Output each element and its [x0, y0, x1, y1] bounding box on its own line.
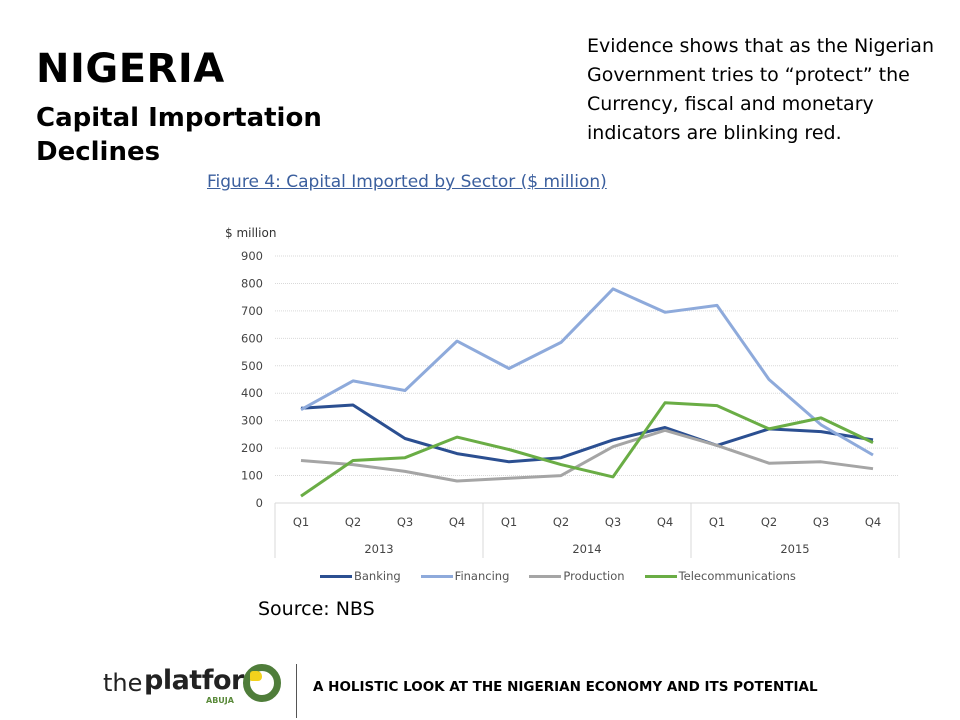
legend-item-financing: Financing [420, 569, 510, 583]
chart-legend: Banking Financing Production Telecommunicat… [320, 569, 796, 583]
nigeria-map-icon [250, 671, 262, 681]
x-axis: Q1 Q2 Q3 Q4 Q1 Q2 Q3 Q4 Q1 Q2 Q3 Q4 2013 2014 2015 [274, 502, 900, 558]
footer-tagline: A HOLISTIC LOOK AT THE NIGERIAN ECONOMY … [313, 679, 818, 695]
x-tick-label: Q1 [501, 515, 517, 529]
x-tick-label: Q1 [293, 515, 309, 529]
y-tick-label: 400 [241, 386, 263, 400]
x-tick-label: Q4 [449, 515, 465, 529]
y-tick-label: 800 [241, 276, 263, 290]
x-tick-label: Q3 [813, 515, 829, 529]
x-year-label: 2014 [572, 542, 601, 556]
source-note: Source: NBS [258, 598, 375, 620]
footer-divider [296, 664, 297, 718]
legend-swatch [420, 574, 453, 578]
series-line-financing [300, 287, 874, 457]
page-subtitle: Capital Importation Declines [36, 101, 322, 169]
legend-label: Banking [354, 569, 401, 583]
y-tick-label: 200 [241, 441, 263, 455]
y-tick-label: 500 [241, 359, 263, 373]
legend-item-production: Production [529, 569, 625, 583]
x-year-label: 2013 [364, 542, 393, 556]
logo-text-abuja: ABUJA [206, 696, 234, 705]
x-tick-label: Q1 [709, 515, 725, 529]
evidence-text: Evidence shows that as the Nigerian Gove… [587, 32, 960, 148]
legend-swatch [644, 574, 677, 578]
y-ticks: 0 100 200 300 400 500 600 700 800 900 [241, 249, 263, 510]
y-axis-label: $ million [225, 226, 276, 240]
x-year-label: 2015 [780, 542, 809, 556]
legend-swatch [320, 574, 352, 578]
x-tick-label: Q2 [761, 515, 777, 529]
y-tick-label: 100 [241, 469, 263, 483]
x-tick-label: Q4 [657, 515, 673, 529]
logo-ring-icon [243, 664, 281, 702]
legend-label: Production [563, 569, 625, 583]
evidence-line-2: Government tries to “protect” the [587, 64, 910, 86]
legend-item-telecommunications: Telecommunications [644, 569, 796, 583]
y-tick-label: 700 [241, 304, 263, 318]
gridlines [275, 255, 899, 477]
evidence-line-1: Evidence shows that as the Nigerian [587, 35, 934, 57]
legend-label: Financing [454, 569, 510, 583]
series-lines [300, 287, 874, 498]
figure-title: Figure 4: Capital Imported by Sector ($ … [207, 172, 607, 192]
subtitle-line-1: Capital Importation [36, 103, 322, 133]
x-tick-label: Q3 [397, 515, 413, 529]
y-tick-label: 0 [256, 496, 263, 510]
y-tick-label: 900 [241, 249, 263, 263]
series-line-production [300, 428, 874, 483]
evidence-line-3: Currency, fiscal and monetary [587, 93, 874, 115]
page-title: NIGERIA [36, 46, 225, 92]
x-tick-label: Q2 [345, 515, 361, 529]
subtitle-line-2: Declines [36, 137, 161, 167]
x-tick-label: Q3 [605, 515, 621, 529]
legend-item-banking: Banking [320, 569, 401, 583]
y-tick-label: 300 [241, 414, 263, 428]
x-tick-label: Q4 [865, 515, 881, 529]
series-line-banking [300, 403, 874, 464]
legend-swatch [529, 574, 562, 578]
logo-text-the: the [103, 669, 143, 697]
x-tick-label: Q2 [553, 515, 569, 529]
line-chart: $ million 0 100 200 300 400 500 600 700 800 900 Q… [225, 226, 900, 558]
evidence-line-4: indicators are blinking red. [587, 122, 842, 144]
y-tick-label: 600 [241, 331, 263, 345]
series-line-telecommunications [300, 401, 874, 498]
legend-label: Telecommunications [678, 569, 796, 583]
